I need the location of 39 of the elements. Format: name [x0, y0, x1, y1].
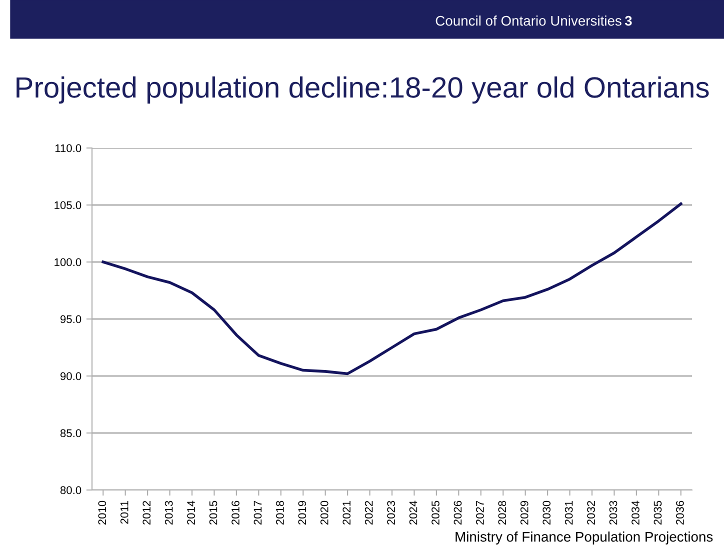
x-tick-label: 2031: [564, 500, 573, 525]
x-tick-label: 2021: [342, 500, 351, 525]
x-tick-label: 2033: [609, 500, 618, 525]
x-tick-label: 2035: [654, 500, 662, 525]
x-tick-label: 2020: [320, 500, 328, 525]
x-tick-label: 2023: [387, 500, 395, 525]
x-tick-label: 2019: [298, 500, 306, 525]
x-tick-label: 2022: [364, 500, 373, 525]
y-tick-label: 105.0: [54, 201, 82, 210]
y-tick-label: 85.0: [60, 429, 82, 438]
x-tick-label: 2027: [476, 500, 484, 525]
x-tick-label: 2034: [632, 500, 640, 525]
x-tick-label: 2036: [676, 500, 684, 525]
x-tick-label: 2028: [498, 500, 506, 525]
x-tick-label: 2014: [187, 500, 195, 525]
y-tick-label: 90.0: [60, 372, 82, 380]
text: Ministry of Finance Population Projections: [456, 532, 713, 544]
x-tick-label: 2016: [232, 500, 240, 525]
y-tick-label: 80.0: [60, 486, 82, 494]
text: Council of Ontario Universities: [436, 16, 622, 26]
x-tick-label: 2024: [409, 500, 418, 525]
chart-title: Projected population decline:18-20 year old Ontarians: [16, 76, 709, 104]
line-series: [102, 202, 682, 376]
x-tick-label: 2029: [520, 500, 528, 525]
x-tick-label: 2017: [254, 500, 262, 525]
x-tick-label: 2010: [98, 500, 106, 525]
x-tick-label: 2025: [432, 500, 440, 525]
x-tick-label: 2011: [120, 500, 128, 524]
x-tick-label: 2026: [454, 500, 462, 525]
x-tick-label: 2032: [587, 500, 595, 525]
x-tick-label: 2015: [209, 500, 218, 525]
y-tick-label: 95.0: [60, 315, 82, 324]
text: 3: [624, 16, 632, 26]
x-tick-label: 2030: [542, 500, 551, 525]
y-tick-label: 100.0: [54, 258, 82, 266]
x-tick-label: 2013: [164, 500, 173, 525]
x-tick-label: 2012: [142, 500, 151, 525]
x-tick-label: 2018: [276, 500, 284, 525]
y-tick-label: 110.0: [55, 144, 82, 152]
